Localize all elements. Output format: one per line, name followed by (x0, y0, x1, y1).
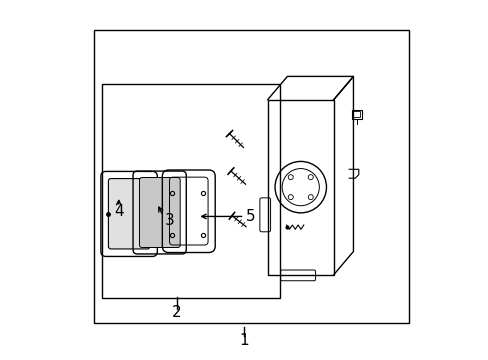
FancyBboxPatch shape (139, 177, 180, 248)
Text: 2: 2 (171, 305, 181, 320)
Bar (267, 100, 333, 275)
Text: 1: 1 (239, 333, 249, 347)
Text: 5: 5 (245, 209, 255, 224)
Text: 4: 4 (114, 203, 123, 219)
Bar (94, 30, 408, 323)
Bar (102, 84, 280, 298)
Bar (352, 111, 360, 117)
Text: 3: 3 (164, 212, 174, 228)
FancyBboxPatch shape (108, 179, 149, 249)
Bar (351, 110, 361, 118)
